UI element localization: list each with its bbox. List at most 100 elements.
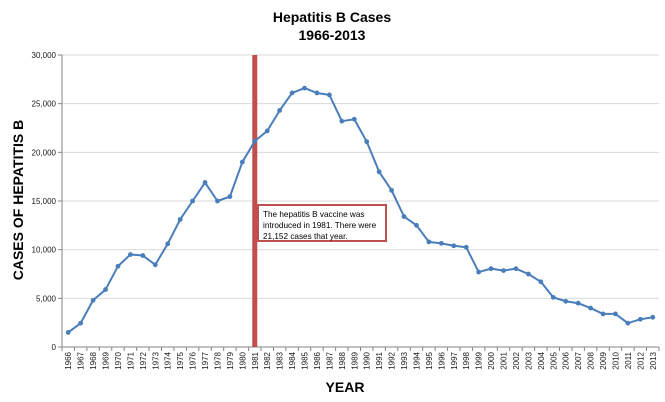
- data-point: [550, 294, 556, 300]
- data-point: [501, 268, 506, 273]
- y-tick-label: 15,000: [32, 197, 57, 206]
- x-tick-label: 1989: [350, 351, 359, 369]
- data-point: [202, 180, 208, 185]
- x-tick-label: 1978: [213, 351, 222, 369]
- x-tick-label: 1987: [325, 351, 334, 369]
- annotation-line-1: The hepatitis B vaccine was: [263, 210, 365, 219]
- x-tick-label: 2008: [587, 351, 596, 369]
- data-point: [538, 279, 544, 285]
- y-tick-label: 5,000: [36, 294, 57, 303]
- y-axis-title: CASES OF HEPATITIS B: [10, 120, 26, 281]
- x-tick-label: 1970: [114, 351, 123, 369]
- data-point: [239, 159, 245, 165]
- x-tick-label: 1975: [176, 351, 185, 369]
- x-tick-label: 1982: [263, 351, 272, 369]
- data-point: [339, 118, 345, 124]
- data-point: [438, 240, 444, 246]
- x-tick-label: 1994: [412, 351, 421, 369]
- data-point: [227, 194, 233, 200]
- y-tick-label: 25,000: [32, 100, 57, 109]
- annotation-line-2: introduced in 1981. There were: [263, 221, 377, 230]
- data-point: [401, 214, 407, 219]
- data-point: [65, 330, 71, 335]
- x-tick-label: 2003: [524, 351, 533, 369]
- x-tick-label: 1972: [139, 351, 148, 369]
- x-tick-label: 2002: [512, 351, 521, 369]
- y-tick-label: 20,000: [32, 148, 57, 157]
- x-tick-label: 1977: [201, 351, 210, 369]
- data-point: [414, 222, 419, 228]
- data-point: [103, 287, 108, 292]
- x-tick-label: 1990: [363, 351, 372, 369]
- x-tick-label: 1992: [388, 351, 397, 369]
- data-point: [152, 262, 158, 268]
- x-tick-label: 1968: [89, 351, 98, 369]
- data-point: [563, 298, 569, 304]
- data-point: [314, 90, 320, 96]
- data-point: [78, 320, 84, 326]
- x-tick-label: 1995: [425, 351, 434, 369]
- x-tick-label: 1986: [313, 351, 322, 369]
- data-point: [488, 266, 494, 272]
- data-point: [302, 85, 307, 91]
- data-point: [215, 198, 220, 204]
- x-tick-label: 1969: [102, 351, 111, 369]
- x-tick-label: 2006: [562, 351, 571, 369]
- data-point: [289, 90, 295, 96]
- data-point: [637, 316, 643, 322]
- data-point: [327, 92, 332, 98]
- data-point: [364, 139, 370, 145]
- data-point: [376, 169, 382, 175]
- data-point: [351, 116, 357, 122]
- data-point: [177, 217, 183, 222]
- data-point: [526, 271, 531, 277]
- x-tick-label: 2012: [636, 351, 645, 369]
- y-tick-label: 0: [52, 343, 57, 352]
- data-point: [575, 300, 581, 306]
- x-tick-label: 2001: [500, 351, 509, 369]
- x-tick-label: 1976: [189, 351, 198, 369]
- x-tick-label: 1993: [400, 351, 409, 369]
- chart-title-line-1: Hepatitis B Cases: [273, 9, 391, 25]
- annotation-callout: The hepatitis B vaccine was introduced i…: [257, 204, 387, 242]
- x-tick-label: 1983: [276, 351, 285, 369]
- x-tick-label: 2010: [611, 351, 620, 369]
- x-tick-label: 1985: [301, 351, 310, 369]
- x-tick-label: 1997: [450, 351, 459, 369]
- data-point: [252, 138, 258, 144]
- data-point: [277, 108, 283, 113]
- y-tick-label: 30,000: [32, 51, 57, 60]
- annotation-line-3: 21,152 cases that year.: [263, 232, 348, 241]
- x-tick-label: 1999: [475, 351, 484, 369]
- data-point: [600, 311, 606, 317]
- data-point: [451, 243, 457, 249]
- data-point: [613, 311, 618, 317]
- x-tick-label: 1971: [126, 351, 135, 369]
- data-point: [463, 244, 469, 250]
- x-tick-label: 1974: [164, 351, 173, 369]
- x-axis-title: YEAR: [326, 379, 365, 395]
- data-point: [625, 320, 631, 326]
- x-tick-labels: 1966 1967 1968 1969 1970 1971 1972 1973 1974 1975…: [64, 351, 658, 369]
- axes: [58, 54, 660, 351]
- data-point: [650, 314, 656, 320]
- data-point: [140, 253, 146, 258]
- x-tick-label: 2011: [624, 351, 633, 369]
- x-tick-label: 1984: [288, 351, 297, 369]
- series-group: [65, 85, 656, 335]
- x-tick-label: 1966: [64, 351, 73, 369]
- x-tick-label: 2013: [649, 351, 658, 369]
- data-point: [513, 266, 519, 272]
- x-tick-label: 1991: [375, 351, 384, 369]
- x-tick-label: 1981: [251, 351, 260, 369]
- data-point: [389, 187, 394, 193]
- x-tick-label: 2005: [549, 351, 558, 369]
- x-tick-label: 1973: [151, 351, 160, 369]
- data-point: [128, 252, 133, 257]
- x-tick-label: 1980: [238, 351, 247, 369]
- data-point: [190, 198, 195, 204]
- x-tick-label: 1996: [437, 351, 446, 369]
- x-tick-label: 2004: [537, 351, 546, 369]
